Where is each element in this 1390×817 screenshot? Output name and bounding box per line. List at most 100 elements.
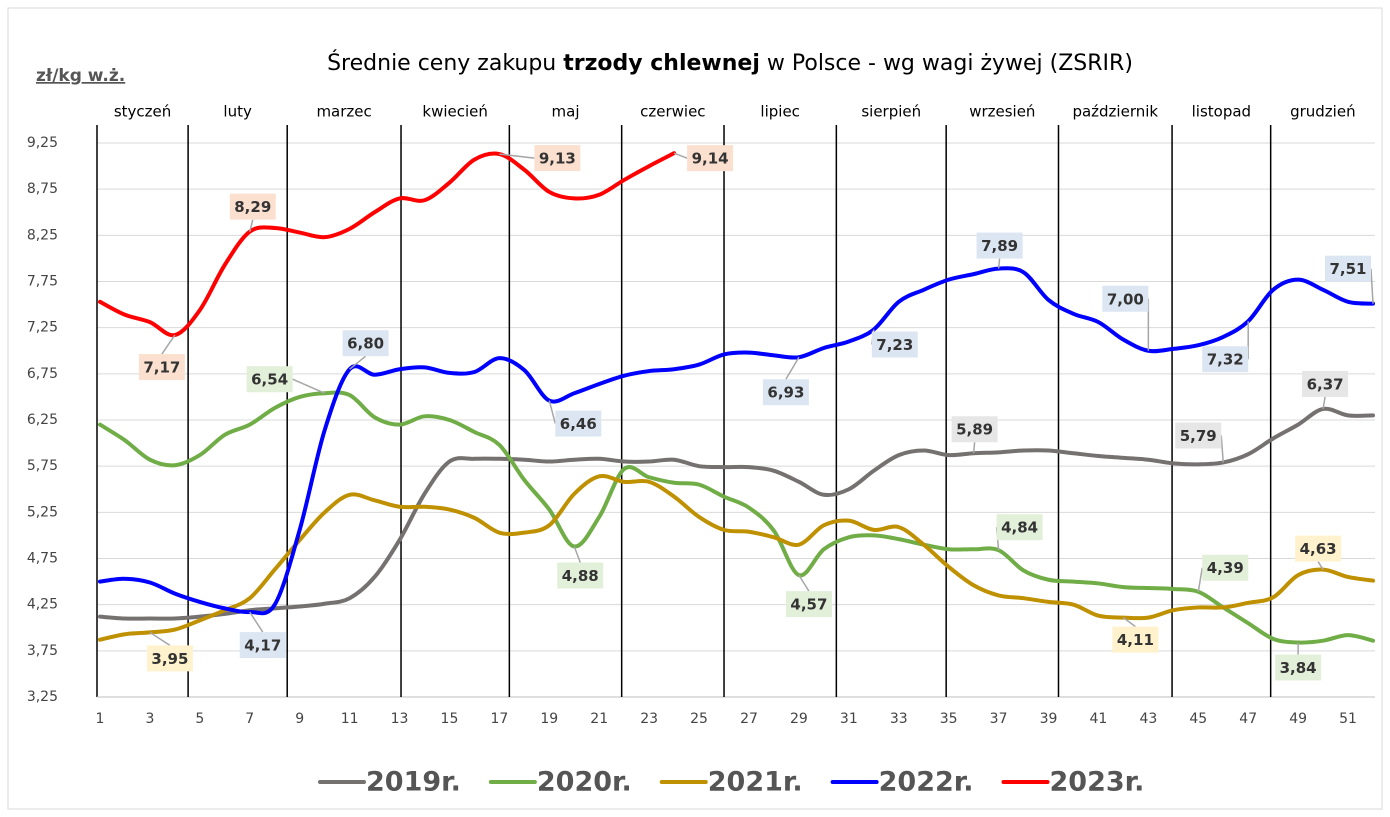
y-tick-label: 3,25 — [27, 689, 58, 705]
y-tick-label: 4,25 — [27, 597, 58, 613]
x-tick-label: 33 — [890, 711, 908, 727]
y-tick-label: 4,75 — [27, 551, 58, 567]
x-tick-label: 1 — [96, 711, 105, 727]
legend-label: 2019r. — [366, 767, 461, 798]
x-tick-label: 31 — [840, 711, 858, 727]
data-label: 6,93 — [767, 384, 804, 402]
label-leader — [1220, 435, 1224, 463]
label-box — [762, 379, 809, 406]
label-box — [534, 145, 581, 172]
legend-label: 2022r. — [879, 767, 974, 798]
label-leader — [1317, 561, 1324, 570]
x-tick-label: 29 — [790, 711, 808, 727]
data-label: 4,57 — [790, 596, 827, 614]
month-label: luty — [223, 103, 252, 121]
label-leader — [149, 631, 171, 646]
x-tick-label: 27 — [740, 711, 758, 727]
label-leader — [997, 258, 1001, 269]
label-leader — [249, 219, 254, 232]
data-label: 7,51 — [1329, 260, 1366, 278]
y-tick-label: 8,75 — [27, 181, 58, 197]
label-box — [557, 562, 604, 589]
label-leader — [292, 378, 325, 394]
label-box — [1295, 535, 1342, 562]
label-leader — [1370, 268, 1374, 304]
x-tick-label: 5 — [195, 711, 204, 727]
label-leader — [161, 334, 176, 355]
legend-label: 2021r. — [708, 767, 803, 798]
y-tick-label: 5,75 — [27, 458, 58, 474]
y-tick-label: 7,25 — [27, 320, 58, 336]
data-label: 5,89 — [956, 421, 993, 439]
data-labels: 5,89 5,79 6,37 6,54 4,88 4,57 4,84 4,39 3,84 3,95… — [138, 145, 1374, 681]
lines — [97, 151, 1375, 645]
x-tick-label: 39 — [1040, 711, 1058, 727]
x-tick-label: 25 — [690, 711, 708, 727]
x-tick-label: 43 — [1139, 711, 1157, 727]
label-box — [246, 366, 293, 393]
month-label: wrzesień — [969, 103, 1035, 121]
label-box — [239, 632, 286, 659]
label-box — [555, 410, 602, 437]
data-label: 4,63 — [1300, 540, 1337, 558]
data-label: 8,29 — [234, 198, 271, 216]
series-line — [97, 406, 1375, 621]
data-label: 7,23 — [876, 336, 913, 354]
month-label: styczeń — [114, 103, 171, 121]
y-tick-label: 3,75 — [27, 643, 58, 659]
chart-frame — [7, 7, 1383, 810]
x-tick-label: 19 — [540, 711, 558, 727]
label-box — [1275, 654, 1322, 681]
label-box — [1112, 626, 1159, 653]
x-tick-label: 35 — [940, 711, 958, 727]
label-leader — [1122, 616, 1136, 628]
legend-label: 2020r. — [537, 767, 632, 798]
x-tick-label: 45 — [1189, 711, 1207, 727]
title-part: w Polsce - wg wagi żywej (ZSRIR) — [760, 51, 1133, 76]
x-tick-label: 37 — [990, 711, 1008, 727]
data-label: 3,95 — [151, 650, 188, 668]
label-leader — [573, 546, 581, 563]
month-label: grudzień — [1290, 103, 1356, 121]
label-box — [1175, 422, 1222, 449]
label-leader — [1197, 567, 1204, 592]
month-label: lipiec — [760, 103, 800, 121]
label-box — [138, 354, 185, 381]
month-label: maj — [552, 103, 580, 121]
label-leader — [785, 356, 800, 380]
label-box — [785, 591, 832, 618]
data-label: 6,80 — [347, 335, 384, 353]
y-axis-label: zł/kg w.ż. — [36, 66, 125, 86]
data-label: 7,32 — [1207, 351, 1244, 369]
x-tick-label: 11 — [341, 711, 359, 727]
y-tick-label: 7,75 — [27, 274, 58, 290]
x-tick-label: 51 — [1339, 711, 1357, 727]
label-box — [996, 514, 1043, 541]
y-tick-label: 9,25 — [27, 135, 58, 151]
title-part: Średnie ceny zakupu — [327, 50, 563, 76]
legend-label: 2023r. — [1050, 767, 1145, 798]
label-leader — [1322, 396, 1326, 410]
x-tick-label: 13 — [391, 711, 409, 727]
x-tick-label: 21 — [590, 711, 608, 727]
y-tick-label: 6,25 — [27, 412, 58, 428]
x-tick-label: 23 — [640, 711, 658, 727]
data-label: 3,84 — [1280, 659, 1317, 677]
label-box — [687, 145, 734, 172]
label-leader — [349, 355, 367, 370]
label-box — [951, 416, 998, 443]
data-label: 4,88 — [562, 567, 599, 585]
month-label: sierpień — [861, 103, 921, 121]
label-leader — [673, 152, 688, 159]
x-tick-label: 3 — [145, 711, 154, 727]
y-tick-label: 8,25 — [27, 227, 58, 243]
label-leader — [972, 442, 976, 454]
data-label: 7,00 — [1107, 290, 1144, 308]
y-tick-label: 5,25 — [27, 504, 58, 520]
month-label: marzec — [316, 103, 371, 121]
series-line — [97, 151, 677, 338]
label-box — [229, 193, 276, 220]
label-box — [1202, 346, 1249, 373]
data-label: 7,17 — [143, 359, 180, 377]
